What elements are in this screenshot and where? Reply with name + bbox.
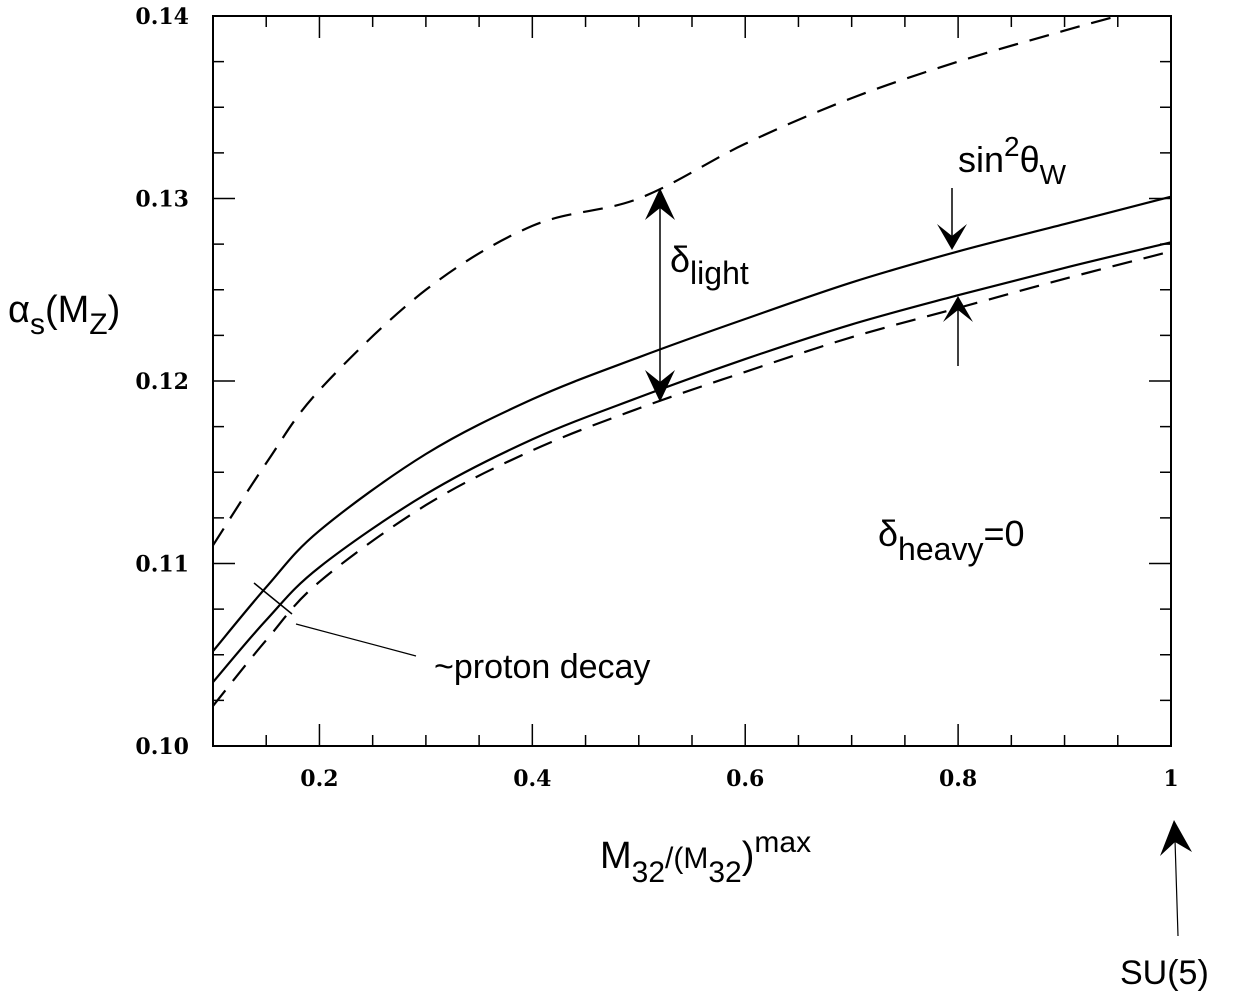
tick-labels: 0.2 0.4 0.6 0.8 1 0.10 0.11 0.12 0.13 0.14	[135, 4, 1178, 792]
x-tick-label: 0.4	[513, 766, 551, 792]
plot-frame	[212, 15, 1172, 747]
y-tick-label: 0.10	[135, 734, 189, 760]
axis-ticks	[212, 15, 1172, 747]
series-line-1-solid	[212, 195, 1172, 652]
proton-decay-pointer	[295, 623, 417, 657]
sin2-theta-w-label: sin2θW	[958, 131, 1067, 190]
delta-light-label: δlight	[670, 239, 749, 291]
series-line-3-dashed	[212, 250, 1172, 707]
sin2-arrowhead-top	[937, 224, 967, 250]
curves	[212, 14, 1172, 707]
series-line-2-solid	[212, 241, 1172, 683]
y-axis-label: αs(MZ)	[8, 289, 120, 341]
y-tick-label: 0.11	[135, 552, 189, 578]
su5-arrow-line	[1174, 839, 1179, 937]
sin2-arrowhead-bottom	[943, 296, 973, 322]
delta-light-arrowhead-down	[645, 370, 675, 402]
y-tick-label: 0.13	[135, 187, 189, 213]
x-tick-label: 0.2	[300, 766, 338, 792]
delta-light-arrowhead-up	[645, 188, 675, 220]
series-line-4-dashed	[212, 14, 1119, 546]
proton-decay-tick	[253, 582, 293, 615]
proton-decay-label: ~proton decay	[434, 648, 650, 686]
x-tick-label: 1	[1163, 766, 1178, 792]
x-axis-label: M32/(M32)max	[600, 826, 811, 889]
y-tick-label: 0.12	[135, 369, 189, 395]
delta-heavy-label: δheavy=0	[878, 513, 1024, 567]
su5-arrowhead	[1160, 820, 1192, 856]
x-tick-label: 0.6	[726, 766, 764, 792]
y-tick-label: 0.14	[135, 4, 189, 30]
su5-label: SU(5)	[1120, 954, 1209, 992]
x-tick-label: 0.8	[939, 766, 977, 792]
